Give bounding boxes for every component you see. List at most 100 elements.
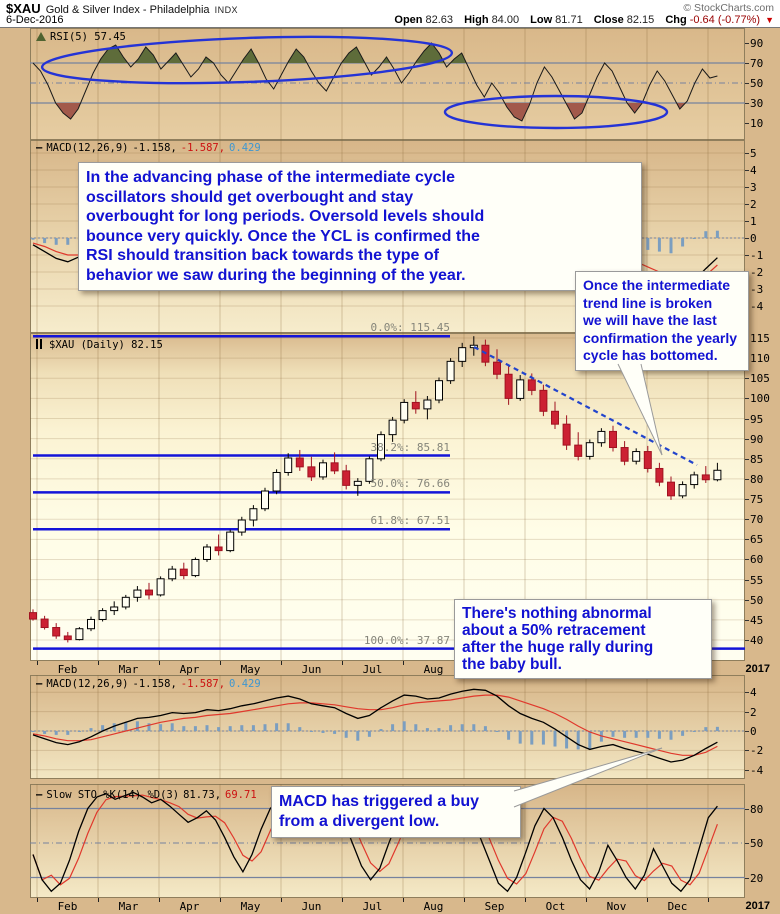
month-label: Aug [423,900,444,913]
axis-tick [745,711,749,713]
chg-value: -0.64 (-0.77%) [689,14,761,26]
note-line: after the huge rally during [462,639,654,656]
month-tick [37,898,38,902]
axis-tick [745,43,749,44]
macd-lower-panel [30,675,745,779]
price-label-text: $XAU (Daily) 82.15 [49,339,163,351]
close-value: 82.15 [626,14,655,26]
axis-tick [745,398,749,400]
fib-label: 50.0%: 76.66 [370,477,450,491]
fib-label: 100.0%: 37.87 [363,633,450,647]
note-line: There's nothing abnormal [462,605,652,622]
down-arrow-icon: ▼ [765,15,774,25]
annotation-trend-line-callout: Once the intermediate trend line is broke… [575,271,749,371]
rsi-label-text: RSI(5) 57.45 [50,31,126,43]
line-swatch-icon: — [36,678,43,690]
axis-tick-label: 80 [750,802,764,816]
month-tick [37,661,38,665]
open-value: 82.63 [425,14,454,26]
axis-tick-label: -2 [750,744,764,758]
axis-tick-label: 50 [750,837,764,850]
axis-tick-label: 65 [750,533,764,547]
axis-tick [745,692,749,694]
axis-tick [745,808,749,810]
axis-tick [745,750,749,752]
month-label: Jun [301,900,322,913]
note-line: about a 50% retracement [462,622,646,639]
axis-tick-label: 80 [750,472,764,486]
month-label: Nov [606,900,627,913]
axis-tick-label: 1 [750,215,757,228]
month-label: Jul [362,900,383,913]
chart-date: 6-Dec-2016 [6,14,64,26]
axis-tick-label: 4 [750,164,757,177]
axis-tick-label: 40 [750,634,764,647]
month-tick [220,898,221,902]
candlestick-style-icon [36,339,45,349]
annotation-macd-buy: MACD has triggered a buy from a divergent… [271,786,521,838]
axis-tick-label: 20 [750,871,764,885]
axis-tick [745,187,749,188]
year-label: 2017 [745,663,770,675]
high-value: 84.00 [491,14,520,26]
month-tick [98,898,99,902]
month-tick [281,661,282,665]
low-label: Low [530,14,553,26]
axis-tick [745,153,749,154]
month-label: Mar [118,900,139,913]
axis-tick-label: 50 [750,77,764,90]
macd-hist-value: 0.429 [229,678,261,690]
month-tick [342,898,343,902]
note-line: cycle has bottomed. [583,347,718,363]
month-label: Sep [484,900,505,913]
note-line: MACD has triggered a buy [279,793,480,810]
sto-d-value: 69.71 [225,789,257,801]
note-line: RSI should transition back towards the t… [86,247,439,264]
axis-tick-label: 10 [750,117,764,130]
axis-tick-label: 4 [750,686,757,700]
note-line: trend line is broken [583,294,713,311]
open-label: Open [394,14,423,26]
month-label: Oct [545,900,566,913]
line-swatch-icon: — [36,142,43,154]
note-line: oscillators should get overbought and st… [86,188,414,206]
axis-tick-label: -1 [750,249,764,262]
month-label: May [240,900,261,913]
month-tick [159,661,160,665]
axis-tick [745,731,749,732]
macd-name: MACD(12,26,9) [46,142,129,154]
note-line: we will have the last [583,312,717,328]
axis-tick-label: 50 [750,593,764,607]
axis-tick [745,63,749,64]
axis-tick [745,123,749,124]
fib-label: 0.0%: 115.45 [370,321,450,335]
year-label: 2017 [745,900,770,912]
axis-tick-label: 3 [750,181,757,194]
axis-tick [745,640,749,641]
quote-strip: Open 82.63 High 84.00 Low 81.71 Close 82.15 … [386,14,774,26]
month-label: Mar [118,663,139,676]
month-label: May [240,663,261,676]
macd-hist-value: 0.429 [229,142,261,154]
month-tick [98,661,99,665]
note-line: Once the intermediate [583,277,731,293]
macd-name: MACD(12,26,9) [46,678,129,690]
month-tick [708,898,709,902]
axis-tick-label: 30 [750,97,764,110]
axis-tick [745,769,749,771]
sto-name: Slow STO %K(14) %D(3) [46,789,180,801]
note-line: bounce very quickly. Once the YCL is con… [86,227,480,245]
axis-tick [745,619,749,621]
axis-tick [745,170,749,171]
note-line: the baby bull. [462,656,562,673]
note-line: In the advancing phase of the intermedia… [86,169,455,186]
rsi-icon [36,32,46,41]
month-tick [403,661,404,665]
month-label: Apr [179,900,200,913]
axis-tick [745,221,749,222]
line-swatch-icon: — [36,789,43,801]
copyright: © StockCharts.com [683,2,774,14]
sto-k-value: 81.73, [183,789,222,801]
axis-tick [745,559,749,561]
